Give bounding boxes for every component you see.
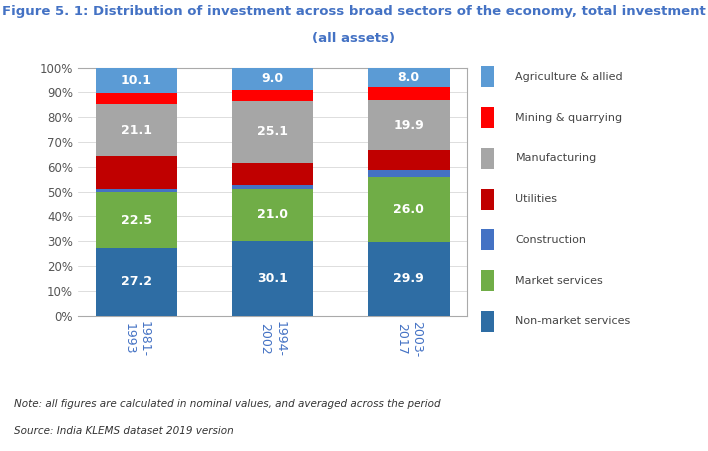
Bar	[96, 68, 177, 93]
Bar	[232, 185, 314, 189]
Bar	[96, 193, 177, 248]
Bar	[368, 170, 450, 177]
Text: 21.0: 21.0	[257, 208, 288, 221]
Bar	[481, 189, 494, 210]
Bar	[481, 107, 494, 128]
Text: Utilities: Utilities	[515, 194, 557, 204]
Text: Manufacturing: Manufacturing	[515, 153, 597, 163]
Text: Market services: Market services	[515, 276, 603, 285]
Bar	[481, 270, 494, 291]
Text: Figure 5. 1: Distribution of investment across broad sectors of the economy, tot: Figure 5. 1: Distribution of investment …	[2, 5, 706, 18]
Bar	[232, 189, 314, 241]
Text: 27.2: 27.2	[121, 276, 152, 289]
Bar	[96, 93, 177, 104]
Bar	[481, 311, 494, 332]
Bar	[96, 248, 177, 316]
Bar	[368, 87, 450, 101]
Bar	[481, 229, 494, 250]
Bar	[232, 68, 314, 90]
Text: 21.1: 21.1	[121, 124, 152, 137]
Bar	[481, 66, 494, 87]
Text: Non-market services: Non-market services	[515, 317, 631, 327]
Text: 29.9: 29.9	[394, 272, 424, 285]
Text: Construction: Construction	[515, 235, 586, 245]
Text: 30.1: 30.1	[257, 272, 288, 285]
Text: (all assets): (all assets)	[312, 32, 396, 45]
Text: 8.0: 8.0	[398, 71, 420, 84]
Bar	[368, 101, 450, 150]
Text: Agriculture & allied: Agriculture & allied	[515, 72, 623, 82]
Bar	[368, 242, 450, 316]
Text: 10.1: 10.1	[121, 74, 152, 87]
Bar	[232, 163, 314, 185]
Text: 19.9: 19.9	[394, 119, 424, 132]
Text: Mining & quarrying: Mining & quarrying	[515, 112, 622, 123]
Bar	[232, 90, 314, 101]
Text: 9.0: 9.0	[261, 72, 284, 85]
Bar	[481, 148, 494, 169]
Bar	[368, 150, 450, 170]
Text: 22.5: 22.5	[121, 214, 152, 227]
Bar	[232, 101, 314, 163]
Text: Note: all figures are calculated in nominal values, and averaged across the peri: Note: all figures are calculated in nomi…	[14, 399, 441, 409]
Bar	[232, 241, 314, 316]
Bar	[368, 68, 450, 87]
Bar	[368, 177, 450, 242]
Text: 26.0: 26.0	[394, 203, 424, 216]
Text: Source: India KLEMS dataset 2019 version: Source: India KLEMS dataset 2019 version	[14, 426, 234, 436]
Text: 25.1: 25.1	[257, 125, 288, 138]
Bar	[96, 156, 177, 189]
Bar	[96, 104, 177, 156]
Bar	[96, 189, 177, 193]
